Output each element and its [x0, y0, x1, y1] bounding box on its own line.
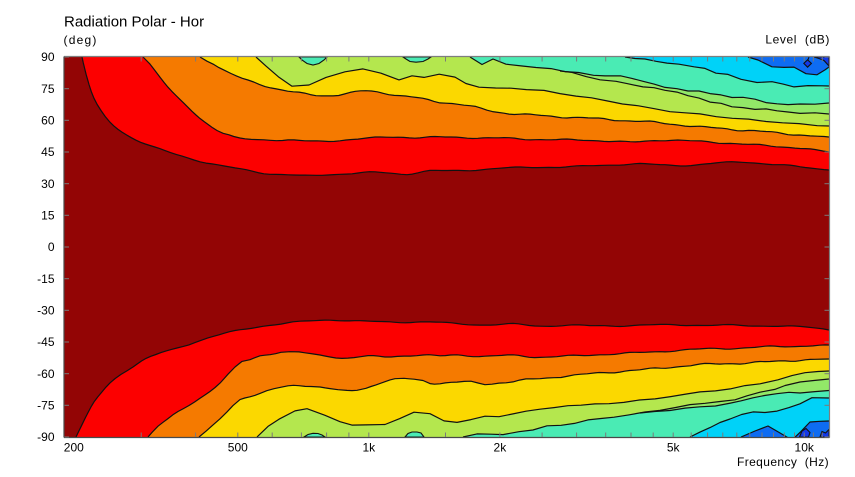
svg-text:500: 500 — [228, 441, 248, 455]
svg-text:200: 200 — [64, 441, 84, 455]
svg-text:15: 15 — [41, 209, 55, 223]
svg-text:-30: -30 — [37, 304, 55, 318]
svg-text:5k: 5k — [667, 441, 681, 455]
svg-text:90: 90 — [41, 50, 55, 64]
svg-text:0: 0 — [48, 240, 55, 254]
svg-text:-15: -15 — [37, 272, 55, 286]
svg-text:Level (dB): Level (dB) — [765, 33, 830, 47]
svg-text:-60: -60 — [37, 367, 55, 381]
svg-text:2k: 2k — [494, 441, 508, 455]
svg-text:-45: -45 — [37, 335, 55, 349]
svg-text:Radiation Polar - Hor: Radiation Polar - Hor — [64, 14, 204, 31]
svg-text:45: 45 — [41, 145, 55, 159]
svg-text:30: 30 — [41, 177, 55, 191]
svg-text:10k: 10k — [795, 441, 815, 455]
svg-text:-90: -90 — [37, 430, 55, 444]
svg-text:60: 60 — [41, 114, 55, 128]
svg-text:-75: -75 — [37, 399, 55, 413]
svg-text:Frequency (Hz): Frequency (Hz) — [737, 455, 829, 469]
svg-text:(deg): (deg) — [64, 33, 98, 47]
svg-text:75: 75 — [41, 82, 55, 96]
svg-text:1k: 1k — [362, 441, 376, 455]
